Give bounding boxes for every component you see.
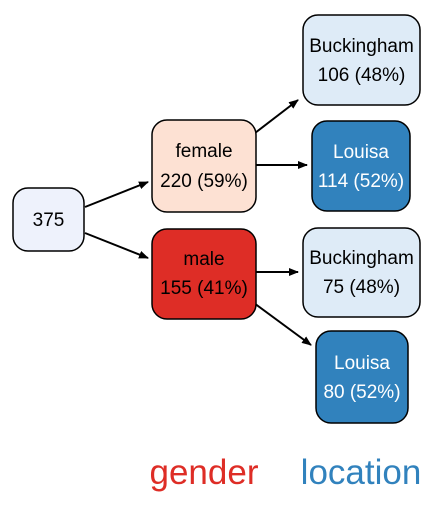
edge-male-louisa (253, 302, 312, 346)
node-male-box (151, 228, 257, 320)
node-male: male 155 (41%) (151, 228, 257, 320)
node-male-buckingham-value: 75 (48%) (323, 277, 400, 298)
node-male-buckingham: Buckingham 75 (48%) (302, 227, 421, 318)
node-female-buckingham-value: 106 (48%) (318, 65, 406, 86)
node-female-louisa: Louisa 114 (52%) (311, 120, 411, 212)
node-female-box (151, 119, 257, 213)
node-male-value: 155 (41%) (160, 278, 248, 299)
edge-root-male (84, 232, 149, 259)
node-female-buckingham: Buckingham 106 (48%) (302, 14, 421, 106)
level-label-location: location (301, 453, 422, 492)
node-female-buckingham-box (302, 14, 421, 106)
edge-root-female (84, 181, 149, 208)
edges (84, 99, 312, 346)
node-male-louisa-value: 80 (52%) (323, 382, 400, 403)
node-female-label: female (175, 141, 232, 162)
node-male-buckingham-box (302, 227, 421, 318)
node-male-louisa-label: Louisa (334, 353, 390, 374)
node-female-value: 220 (59%) (160, 171, 248, 192)
node-male-label: male (183, 249, 224, 270)
level-label-gender: gender (150, 453, 259, 492)
edge-female-buckingham (254, 99, 299, 134)
node-male-buckingham-label: Buckingham (309, 248, 414, 269)
node-male-louisa: Louisa 80 (52%) (315, 330, 409, 424)
node-root-box (12, 187, 85, 252)
node-root: 375 (12, 187, 85, 252)
node-female-louisa-box (311, 120, 411, 212)
node-female-louisa-label: Louisa (333, 142, 389, 163)
node-male-louisa-box (315, 330, 409, 424)
node-female-louisa-value: 114 (52%) (318, 171, 404, 192)
node-female-buckingham-label: Buckingham (309, 36, 414, 57)
node-female: female 220 (59%) (151, 119, 257, 213)
node-root-count: 375 (33, 210, 65, 231)
